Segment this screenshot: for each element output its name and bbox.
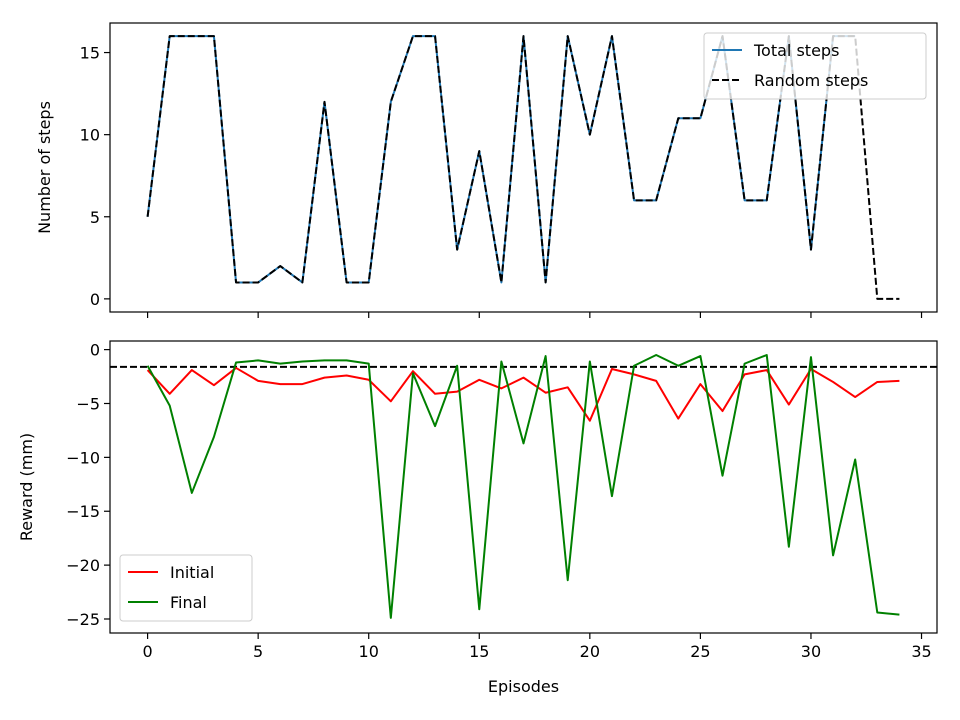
x-tick-label: 0: [142, 642, 152, 661]
series-line-random-steps: [146, 35, 900, 300]
y-tick-label: 15: [80, 44, 100, 63]
series-line-initial: [146, 366, 900, 422]
legend-label-total-steps: Total steps: [753, 41, 839, 60]
plot-frame: [109, 340, 938, 634]
series-line-final: [146, 354, 900, 619]
y-tick-label: 5: [90, 208, 100, 227]
legend-label-random-steps: Random steps: [754, 71, 868, 90]
x-tick-label: 35: [911, 642, 931, 661]
plot-area: [146, 35, 900, 300]
y-tick-label: −15: [66, 502, 100, 521]
y-tick-label: −10: [66, 448, 100, 467]
legend-label-initial: Initial: [170, 563, 214, 582]
x-tick-label: 15: [469, 642, 489, 661]
y-tick-label: 0: [90, 290, 100, 309]
y-axis-title: Number of steps: [35, 101, 54, 234]
x-tick-label: 5: [253, 642, 263, 661]
x-tick-label: 10: [359, 642, 379, 661]
x-tick-label: 20: [580, 642, 600, 661]
y-tick-label: −25: [66, 610, 100, 629]
y-tick-label: 10: [80, 126, 100, 145]
y-tick-label: −20: [66, 556, 100, 575]
x-tick-label: 30: [801, 642, 821, 661]
reward-panel: 0 5 10 15 20 25 30 35 0 −5 −10 −15 −20 −25 Reward (mm)…: [17, 340, 938, 696]
legend-label-final: Final: [170, 593, 207, 612]
y-axis-title: Reward (mm): [17, 433, 36, 541]
legend-box: [703, 32, 927, 100]
plot-area: [110, 354, 937, 619]
x-axis-title: Episodes: [488, 677, 559, 696]
y-tick-label: −5: [76, 394, 100, 413]
steps-panel: 0 5 10 15 Number of steps Total steps Random s…: [35, 22, 938, 318]
y-tick-label: 0: [90, 341, 100, 360]
x-tick-label: 25: [690, 642, 710, 661]
plot-frame: [109, 22, 938, 313]
